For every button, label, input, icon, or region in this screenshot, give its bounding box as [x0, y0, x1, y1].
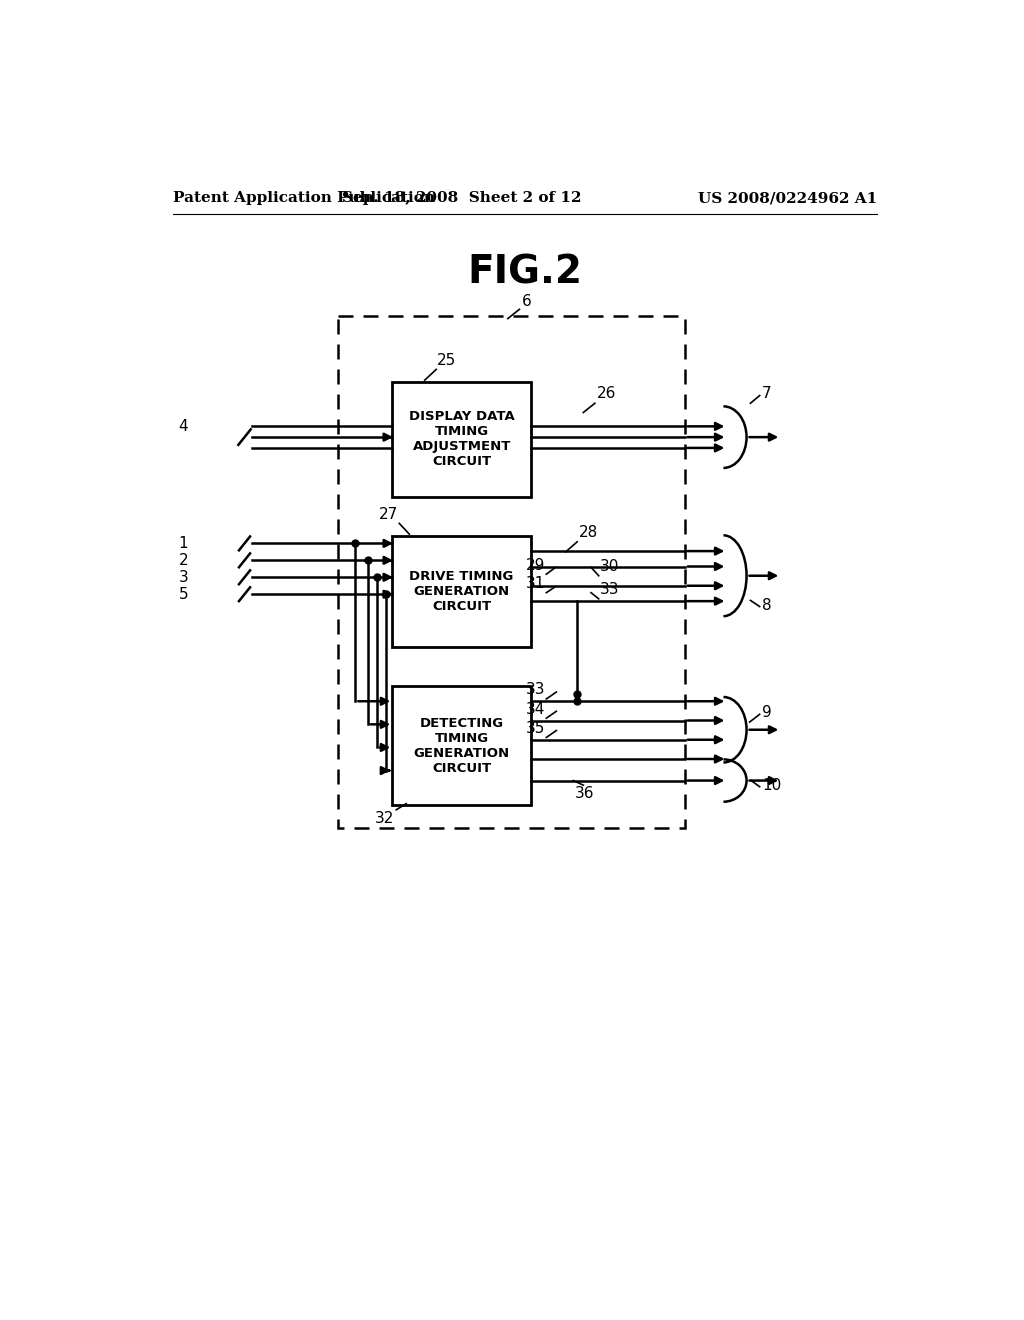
Text: 5: 5	[178, 586, 188, 602]
Text: 6: 6	[521, 293, 531, 309]
Text: FIG.2: FIG.2	[467, 253, 583, 292]
Text: 7: 7	[762, 385, 772, 401]
Bar	[392, 381, 531, 498]
Text: 29: 29	[525, 557, 545, 573]
Text: 10: 10	[762, 777, 781, 793]
Text: 33: 33	[525, 682, 545, 697]
Text: 30: 30	[600, 560, 620, 574]
Text: 1: 1	[178, 536, 188, 550]
Bar	[392, 536, 531, 647]
Text: 3: 3	[178, 570, 188, 585]
Text: 31: 31	[525, 576, 545, 591]
Text: DETECTING
TIMING
GENERATION
CIRCUIT: DETECTING TIMING GENERATION CIRCUIT	[414, 717, 510, 775]
Text: 34: 34	[525, 702, 545, 717]
Text: 25: 25	[437, 352, 457, 368]
Text: 33: 33	[600, 582, 620, 597]
Bar	[339, 317, 685, 829]
Text: 27: 27	[379, 507, 397, 521]
Text: 32: 32	[375, 812, 394, 826]
Text: 2: 2	[178, 553, 188, 568]
Text: 9: 9	[762, 705, 772, 721]
Text: 35: 35	[525, 721, 545, 737]
Text: DRIVE TIMING
GENERATION
CIRCUIT: DRIVE TIMING GENERATION CIRCUIT	[410, 570, 514, 612]
Text: 36: 36	[575, 785, 595, 801]
Text: 4: 4	[178, 418, 188, 434]
Text: US 2008/0224962 A1: US 2008/0224962 A1	[698, 191, 878, 206]
Text: 26: 26	[596, 385, 615, 401]
Text: 28: 28	[579, 524, 598, 540]
Text: Sep. 18, 2008  Sheet 2 of 12: Sep. 18, 2008 Sheet 2 of 12	[342, 191, 582, 206]
Text: 8: 8	[762, 598, 772, 612]
Bar	[392, 686, 531, 805]
Text: DISPLAY DATA
TIMING
ADJUSTMENT
CIRCUIT: DISPLAY DATA TIMING ADJUSTMENT CIRCUIT	[409, 411, 514, 469]
Text: Patent Application Publication: Patent Application Publication	[173, 191, 435, 206]
